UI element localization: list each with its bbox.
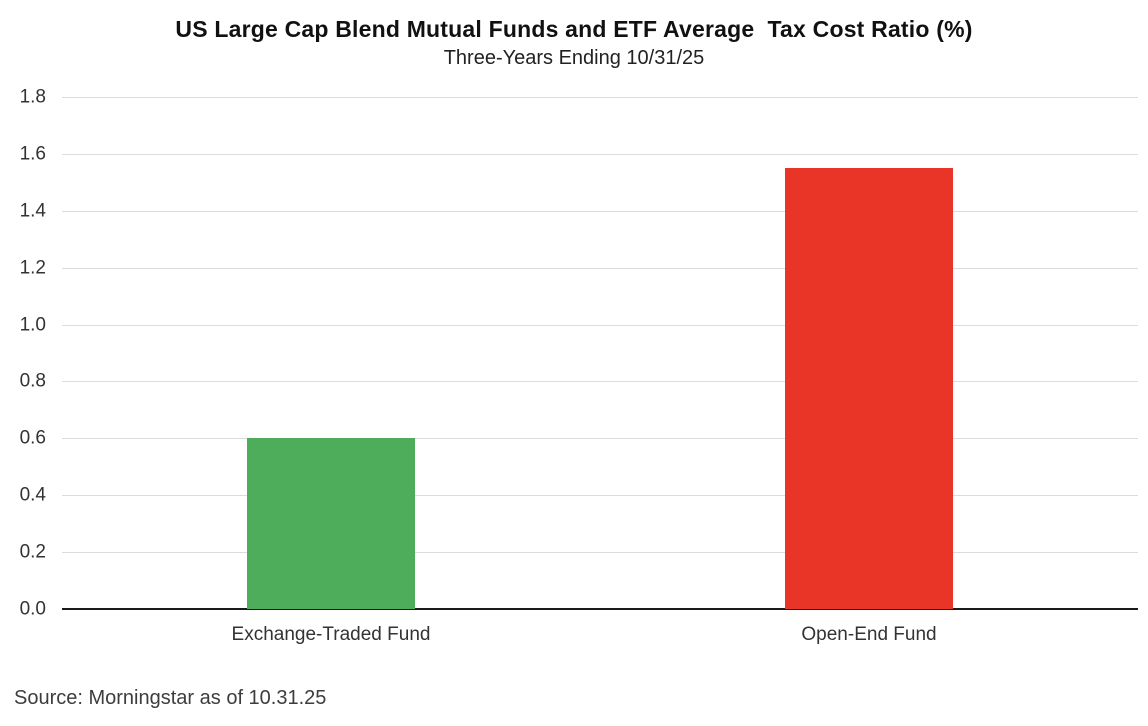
gridline bbox=[62, 381, 1138, 383]
y-tick-label: 0.0 bbox=[19, 598, 46, 620]
x-axis: Exchange-Traded Fund Open-End Fund bbox=[62, 622, 1138, 650]
chart-subtitle: Three-Years Ending 10/31/25 bbox=[443, 47, 705, 69]
gridline bbox=[62, 324, 1138, 326]
y-tick-label: 1.0 bbox=[19, 314, 46, 336]
gridline bbox=[62, 552, 1138, 554]
gridline bbox=[62, 438, 1138, 440]
gridline bbox=[62, 267, 1138, 269]
y-tick-label: 0.8 bbox=[19, 370, 46, 392]
gridline bbox=[62, 97, 1138, 98]
y-tick-label: 1.2 bbox=[19, 257, 46, 279]
x-axis-line bbox=[62, 608, 1138, 610]
y-tick-label: 0.4 bbox=[19, 484, 46, 506]
y-axis: 0.0 0.2 0.4 0.6 0.8 1.0 1.2 1.4 1.6 1.8 bbox=[0, 88, 52, 619]
y-tick-label: 0.6 bbox=[19, 427, 46, 449]
gridline bbox=[62, 153, 1138, 155]
y-tick-label: 1.6 bbox=[19, 143, 46, 165]
gridline bbox=[62, 495, 1138, 497]
bar-exchange-traded-fund bbox=[247, 438, 415, 609]
source-note: Source: Morningstar as of 10.31.25 bbox=[14, 687, 327, 709]
x-tick-label: Exchange-Traded Fund bbox=[231, 624, 431, 645]
plot-area bbox=[62, 97, 1138, 610]
y-tick-label: 1.8 bbox=[19, 86, 46, 108]
y-tick-label: 1.4 bbox=[19, 200, 46, 222]
y-tick-label: 0.2 bbox=[19, 541, 46, 563]
gridline bbox=[62, 210, 1138, 212]
bar-open-end-fund bbox=[785, 168, 953, 609]
chart-title: US Large Cap Blend Mutual Funds and ETF … bbox=[175, 16, 973, 42]
x-tick-label: Open-End Fund bbox=[801, 624, 937, 645]
